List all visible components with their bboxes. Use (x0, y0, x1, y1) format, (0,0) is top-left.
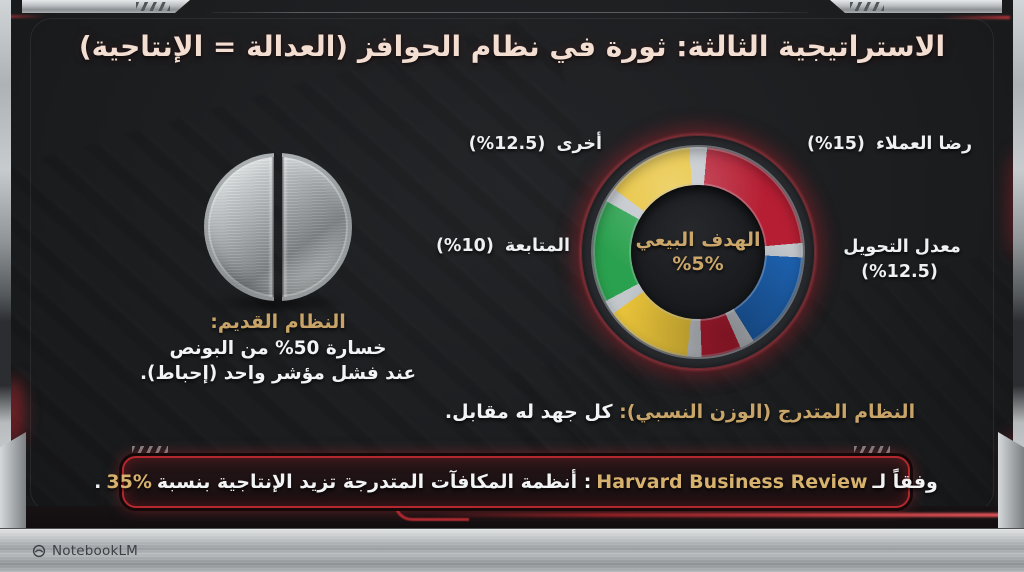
coin-disc (282, 153, 352, 301)
split-coin-illustration (204, 153, 352, 314)
bottom-metal-bar: NotebookLM (0, 528, 1024, 572)
top-right-metal-plate (830, 0, 1002, 13)
notebooklm-logo-icon (32, 544, 46, 557)
red-accent-line (430, 513, 1024, 517)
left-metal-edge (0, 0, 11, 528)
old-system-line2: عند فشل مؤشر واحد (إحباط). (139, 362, 417, 384)
red-accent-line (0, 15, 46, 18)
coin-shadow (210, 292, 346, 314)
coin-cut-edge (268, 157, 274, 297)
watermark: NotebookLM (32, 543, 138, 559)
right-metal-edge (1013, 0, 1024, 528)
bottom-right-metal-wedge (998, 432, 1024, 528)
hazard-stripes-icon (850, 2, 884, 11)
old-system-block: النظام القديم: خسارة 50% من البونص عند ف… (97, 310, 459, 386)
banner-source: Harvard Business Review (596, 471, 868, 493)
kpi-donut-chart: الهدف البيعي %5% (581, 135, 815, 369)
harvard-quote-banner: وفقاً لـ Harvard Business Review : أنظمة… (94, 456, 938, 508)
top-left-metal-plate (22, 0, 190, 13)
bottom-left-metal-wedge (0, 432, 26, 528)
chart-label-customer-satisfaction: رضا العملاء (%15) (807, 134, 973, 154)
hazard-stripes-icon (132, 446, 168, 454)
top-frame-line (212, 12, 808, 13)
graded-system-text: كل جهد له مقابل. (444, 401, 613, 423)
donut-center: الهدف البيعي %5% (631, 185, 765, 319)
graded-system-label: النظام المتدرج (الوزن النسبي): (619, 401, 916, 423)
red-accent-line (940, 16, 1010, 19)
page-title: الاستراتيجية الثالثة: ثورة في نظام الحوا… (78, 30, 946, 63)
chart-label-conversion-rate: معدل التحويل (%12.5) (843, 237, 961, 283)
graded-system-line: النظام المتدرج (الوزن النسبي): كل جهد له… (430, 401, 930, 423)
chart-label-followup: المتابعة (%10) (435, 236, 570, 256)
coin-right-half (282, 153, 352, 301)
banner-suffix: . (94, 471, 102, 493)
donut-center-value: %5% (672, 253, 724, 275)
hazard-stripes-icon (136, 2, 170, 11)
banner-middle: : أنظمة المكافآت المتدرجة تزيد الإنتاجية… (156, 471, 592, 493)
banner-prefix: وفقاً لـ (872, 471, 938, 493)
banner-stat: 35% (106, 471, 152, 493)
bottom-dark-strip (0, 506, 1024, 528)
coin-cut-edge (282, 157, 288, 297)
coin-disc (204, 153, 274, 301)
coin-left-half (204, 153, 274, 301)
hazard-stripes-icon (854, 446, 890, 454)
watermark-text: NotebookLM (52, 542, 139, 559)
donut-center-label: الهدف البيعي (635, 229, 761, 251)
old-system-line1: خسارة 50% من البونص (169, 337, 387, 359)
chart-label-other: أخرى (%12.5) (468, 134, 602, 154)
old-system-heading: النظام القديم: (210, 311, 346, 333)
